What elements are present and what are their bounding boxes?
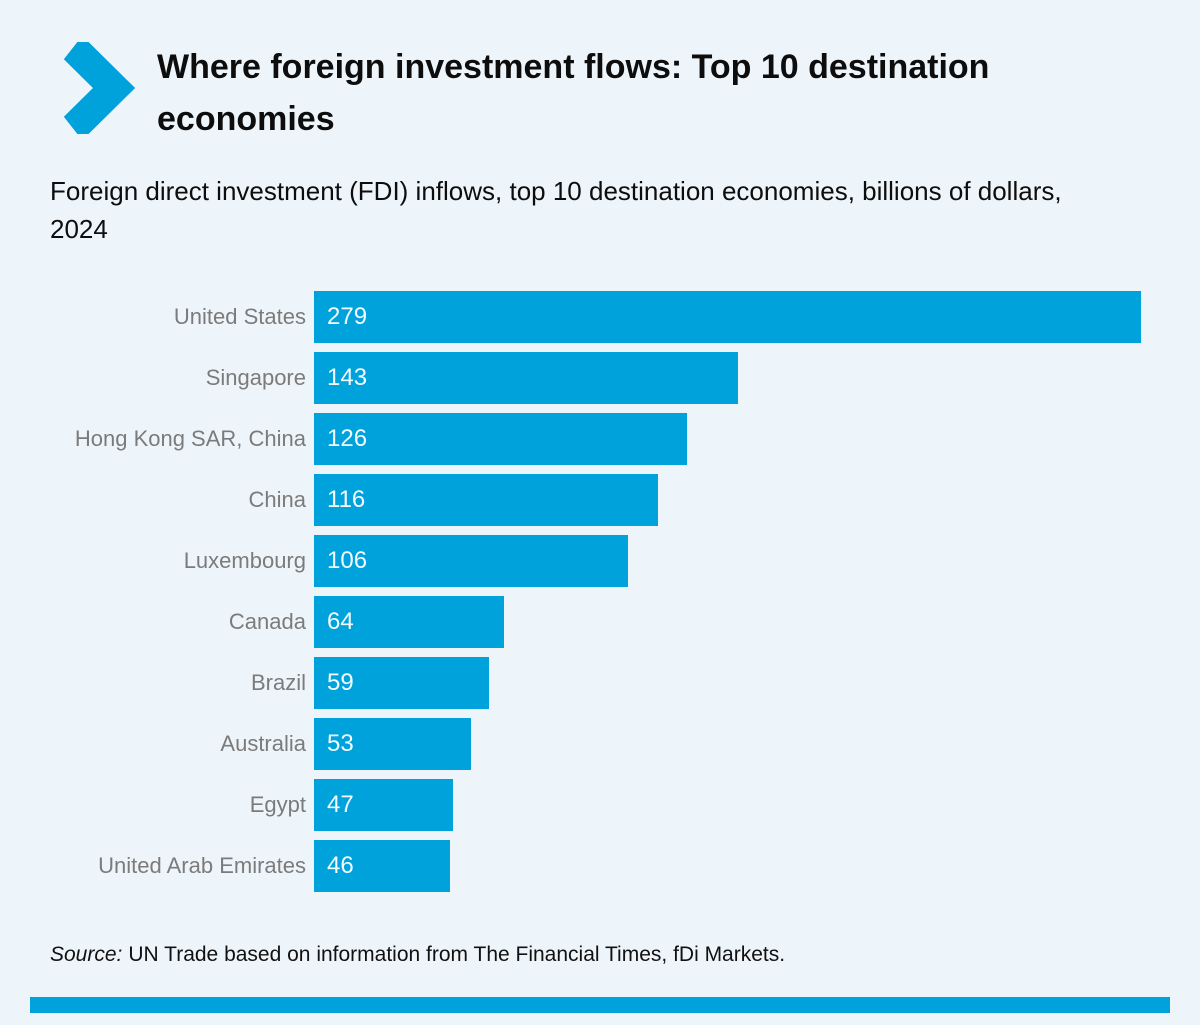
category-label: Singapore <box>205 364 306 390</box>
bar-track: 47 <box>314 778 1141 831</box>
bar-chart: United States 279 Singapore 143 Hong Kong SA… <box>0 290 1200 892</box>
chart-row: Singapore 143 <box>50 351 1200 404</box>
chart-row: Hong Kong SAR, China 126 <box>50 412 1200 465</box>
category-label: United States <box>173 303 306 329</box>
bar-track: 53 <box>314 717 1141 770</box>
bar: 46 <box>314 839 451 892</box>
bar: 279 <box>314 290 1141 343</box>
source-text: UN Trade based on information from The F… <box>128 942 786 966</box>
bar: 64 <box>314 595 504 648</box>
chart-row: Canada 64 <box>50 595 1200 648</box>
chart-row: Egypt 47 <box>50 778 1200 831</box>
bar: 143 <box>314 351 738 404</box>
chart-row: Luxembourg 106 <box>50 534 1200 587</box>
source-label: Source: <box>50 942 123 966</box>
bar-value: 126 <box>327 424 368 452</box>
page-title: Where foreign investment flows: Top 10 d… <box>157 48 990 138</box>
bar-track: 143 <box>314 351 1141 404</box>
bar-value: 46 <box>327 851 354 879</box>
bar: 106 <box>314 534 629 587</box>
chart-row: Brazil 59 <box>50 656 1200 709</box>
bar-track: 116 <box>314 473 1141 526</box>
category-label: Brazil <box>250 669 306 695</box>
category-label: United Arab Emirates <box>98 852 306 878</box>
chart-row: Australia 53 <box>50 717 1200 770</box>
bar: 53 <box>314 717 472 770</box>
bar-track: 46 <box>314 839 1141 892</box>
category-label: Luxembourg <box>183 547 306 573</box>
bar: 59 <box>314 656 489 709</box>
bar-track: 106 <box>314 534 1141 587</box>
bar-track: 59 <box>314 656 1141 709</box>
chart-row: United Arab Emirates 46 <box>50 839 1200 892</box>
bar-value: 59 <box>327 668 354 696</box>
bar-value: 47 <box>327 790 354 818</box>
bar: 116 <box>314 473 658 526</box>
bar-value: 106 <box>327 546 368 574</box>
chart-subtitle: Foreign direct investment (FDI) inflows,… <box>50 176 1062 245</box>
bar-track: 64 <box>314 595 1141 648</box>
chevron-right-icon <box>55 42 137 134</box>
bar: 126 <box>314 412 688 465</box>
bar: 47 <box>314 778 454 831</box>
bar-value: 279 <box>327 302 368 330</box>
bar-value: 53 <box>327 729 354 757</box>
category-label: Egypt <box>249 791 306 817</box>
category-label: China <box>248 486 306 512</box>
category-label: Canada <box>228 608 306 634</box>
bar-value: 143 <box>327 363 368 391</box>
bar-track: 126 <box>314 412 1141 465</box>
bar-value: 116 <box>327 485 366 513</box>
header: Where foreign investment flows: Top 10 d… <box>0 0 1200 145</box>
chart-row: United States 279 <box>50 290 1200 343</box>
chart-row: China 116 <box>50 473 1200 526</box>
source-note: Source: UN Trade based on information fro… <box>0 901 1200 967</box>
footer-accent-bar <box>30 997 1170 1013</box>
category-label: Hong Kong SAR, China <box>74 425 306 451</box>
bar-value: 64 <box>327 607 354 635</box>
category-label: Australia <box>220 730 306 756</box>
bar-track: 279 <box>314 290 1141 343</box>
